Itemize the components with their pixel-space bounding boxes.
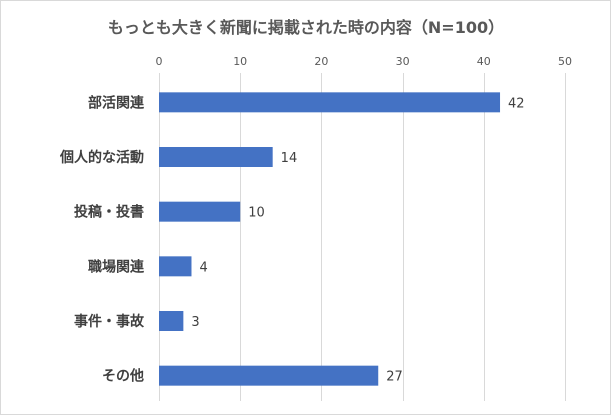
bar xyxy=(159,147,273,167)
bar xyxy=(159,311,184,331)
chart-title: もっとも大きく新聞に掲載された時の内容（N=100） xyxy=(108,18,504,37)
category-label: 個人的な活動 xyxy=(59,149,144,166)
gridlines xyxy=(159,73,566,401)
data-label: 4 xyxy=(199,260,207,275)
x-tick-label: 40 xyxy=(477,55,491,68)
category-label: 投稿・投書 xyxy=(74,204,144,221)
data-label: 27 xyxy=(386,370,403,385)
data-label: 42 xyxy=(508,96,525,111)
x-tick-label: 0 xyxy=(156,55,163,68)
category-label: その他 xyxy=(102,368,144,385)
category-label: 職場関連 xyxy=(88,258,145,275)
bar xyxy=(159,256,192,277)
bar xyxy=(159,92,501,113)
data-label: 14 xyxy=(281,151,298,166)
x-axis-ticks: 0 10 20 30 40 50 xyxy=(156,55,573,68)
data-labels: 42 14 10 4 3 27 xyxy=(191,96,524,384)
x-tick-label: 10 xyxy=(233,55,247,68)
bar xyxy=(159,201,241,222)
data-label: 3 xyxy=(191,315,199,330)
x-tick-label: 30 xyxy=(396,55,410,68)
category-label: 部活関連 xyxy=(88,94,145,111)
bar xyxy=(159,365,379,386)
x-tick-label: 50 xyxy=(558,55,572,68)
data-label: 10 xyxy=(248,206,265,221)
category-label: 事件・事故 xyxy=(74,313,145,330)
x-tick-label: 20 xyxy=(314,55,328,68)
bars xyxy=(159,92,501,386)
